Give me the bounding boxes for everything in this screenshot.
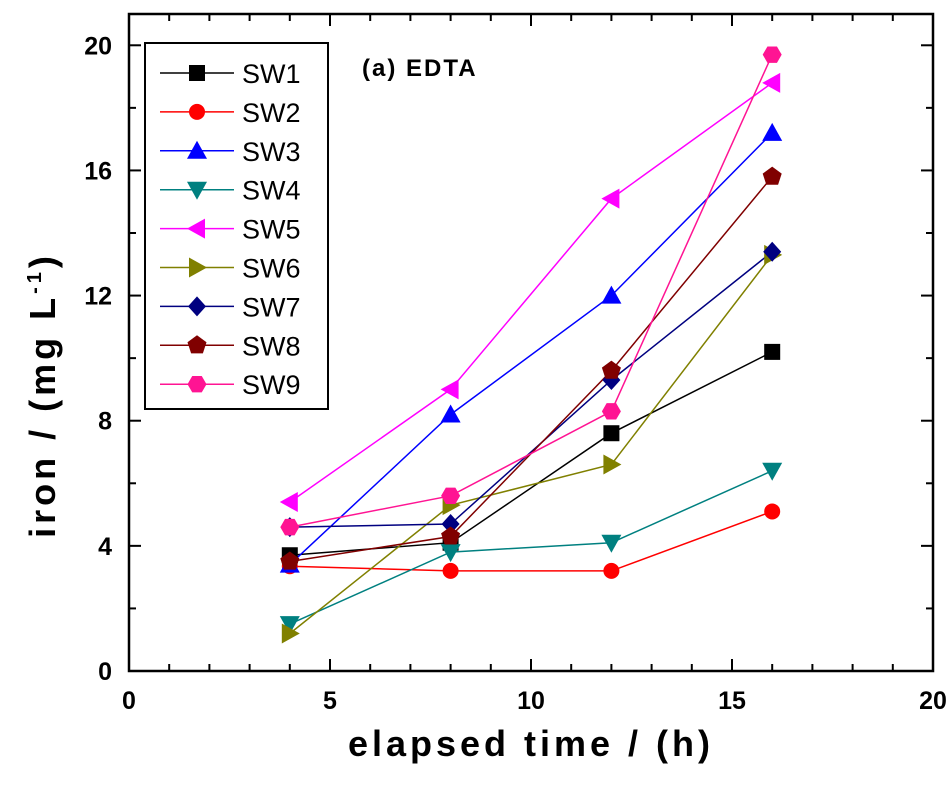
series-line-sw4 <box>289 470 773 625</box>
y-tick-label: 8 <box>98 408 112 436</box>
legend-item-sw7: SW7 <box>160 292 301 322</box>
legend-marker <box>187 181 207 200</box>
legend-item-sw8: SW8 <box>160 331 301 361</box>
series-line-sw7 <box>289 251 773 528</box>
legend-marker <box>189 257 207 278</box>
legend-label: SW9 <box>242 370 301 400</box>
data-point-sw9 <box>280 518 300 536</box>
legend-label: SW2 <box>242 98 301 128</box>
y-tick-label: 12 <box>84 283 112 311</box>
data-point-sw3 <box>762 122 783 141</box>
data-point-sw8 <box>762 166 782 185</box>
series-line-sw5 <box>289 82 773 503</box>
legend-marker <box>187 218 205 239</box>
legend-marker <box>189 103 205 120</box>
legend-label: SW5 <box>242 215 301 245</box>
x-axis-title: elapsed time / (h) <box>348 723 714 764</box>
legend-marker <box>187 375 207 393</box>
legend-label: SW1 <box>242 59 301 89</box>
data-point-sw2 <box>764 503 781 520</box>
legend-label: SW7 <box>242 292 301 322</box>
x-tick-label: 0 <box>122 687 136 715</box>
legend-marker <box>187 140 207 159</box>
data-point-sw3 <box>601 285 622 304</box>
series-line-sw2 <box>289 510 773 572</box>
data-point-sw5 <box>762 72 781 93</box>
series-lines <box>289 54 773 635</box>
data-point-sw9 <box>441 487 461 505</box>
data-point-sw8 <box>601 360 621 379</box>
data-point-sw2 <box>442 562 459 579</box>
legend-item-sw6: SW6 <box>160 254 301 284</box>
y-axis-title: iron / (mg L-1) <box>22 252 63 538</box>
data-point-sw1 <box>764 343 781 360</box>
legend-label: SW8 <box>242 331 301 361</box>
data-point-sw6 <box>281 623 300 644</box>
series-markers <box>279 46 783 644</box>
legend-item-sw4: SW4 <box>160 176 301 206</box>
data-point-sw4 <box>601 534 622 553</box>
series-line-sw6 <box>289 254 773 635</box>
x-tick-label: 15 <box>718 687 746 715</box>
legend-box <box>144 42 329 410</box>
x-tick-label: 20 <box>919 687 947 715</box>
data-point-sw1 <box>603 425 620 442</box>
data-point-sw4 <box>279 616 300 635</box>
data-point-sw3 <box>440 404 461 423</box>
data-point-sw8 <box>441 526 461 545</box>
data-point-sw9 <box>762 46 782 63</box>
y-tick-label: 4 <box>98 533 112 561</box>
legend-marker <box>189 65 205 81</box>
legend-item-sw9: SW9 <box>160 370 301 400</box>
data-point-sw5 <box>440 379 459 400</box>
x-tick-label: 10 <box>517 687 545 715</box>
data-point-sw4 <box>440 544 461 563</box>
y-tick-label: 0 <box>98 658 112 686</box>
legend-label: SW3 <box>242 137 301 167</box>
x-tick-label: 5 <box>323 687 337 715</box>
data-point-sw9 <box>601 403 621 420</box>
y-axis-title-main: iron / (mg L <box>22 294 63 538</box>
data-point-sw8 <box>280 551 300 570</box>
legend-item-sw2: SW2 <box>160 98 301 128</box>
legend-item-sw3: SW3 <box>160 137 301 167</box>
data-point-sw6 <box>603 454 622 475</box>
axis-ticks <box>128 14 934 672</box>
legend-label: SW4 <box>242 176 301 206</box>
data-point-sw7 <box>441 513 460 534</box>
series-line-sw9 <box>289 54 773 528</box>
data-point-sw2 <box>603 562 620 579</box>
legend: SW1 SW2 SW3 SW4 SW5 SW6 SW7 SW8 SW9 <box>144 42 329 410</box>
tick-labels: 0 5 10 15 20 0 4 8 12 16 20 <box>84 32 947 715</box>
legend-marker <box>188 296 206 317</box>
series-line-sw3 <box>289 132 773 566</box>
y-axis-title-superscript: -1 <box>24 268 46 294</box>
data-point-sw7 <box>763 241 782 262</box>
legend-item-sw5: SW5 <box>160 215 301 245</box>
y-tick-label: 20 <box>84 32 112 60</box>
y-tick-label: 16 <box>84 157 112 185</box>
legend-marker <box>187 335 207 354</box>
legend-item-sw1: SW1 <box>160 59 301 89</box>
data-point-sw4 <box>762 462 783 481</box>
legend-label: SW6 <box>242 254 301 284</box>
data-point-sw5 <box>601 188 620 209</box>
chart-annotation: (a) EDTA <box>362 55 478 82</box>
y-axis-title-suffix: ) <box>22 252 63 268</box>
data-point-sw5 <box>279 492 298 513</box>
